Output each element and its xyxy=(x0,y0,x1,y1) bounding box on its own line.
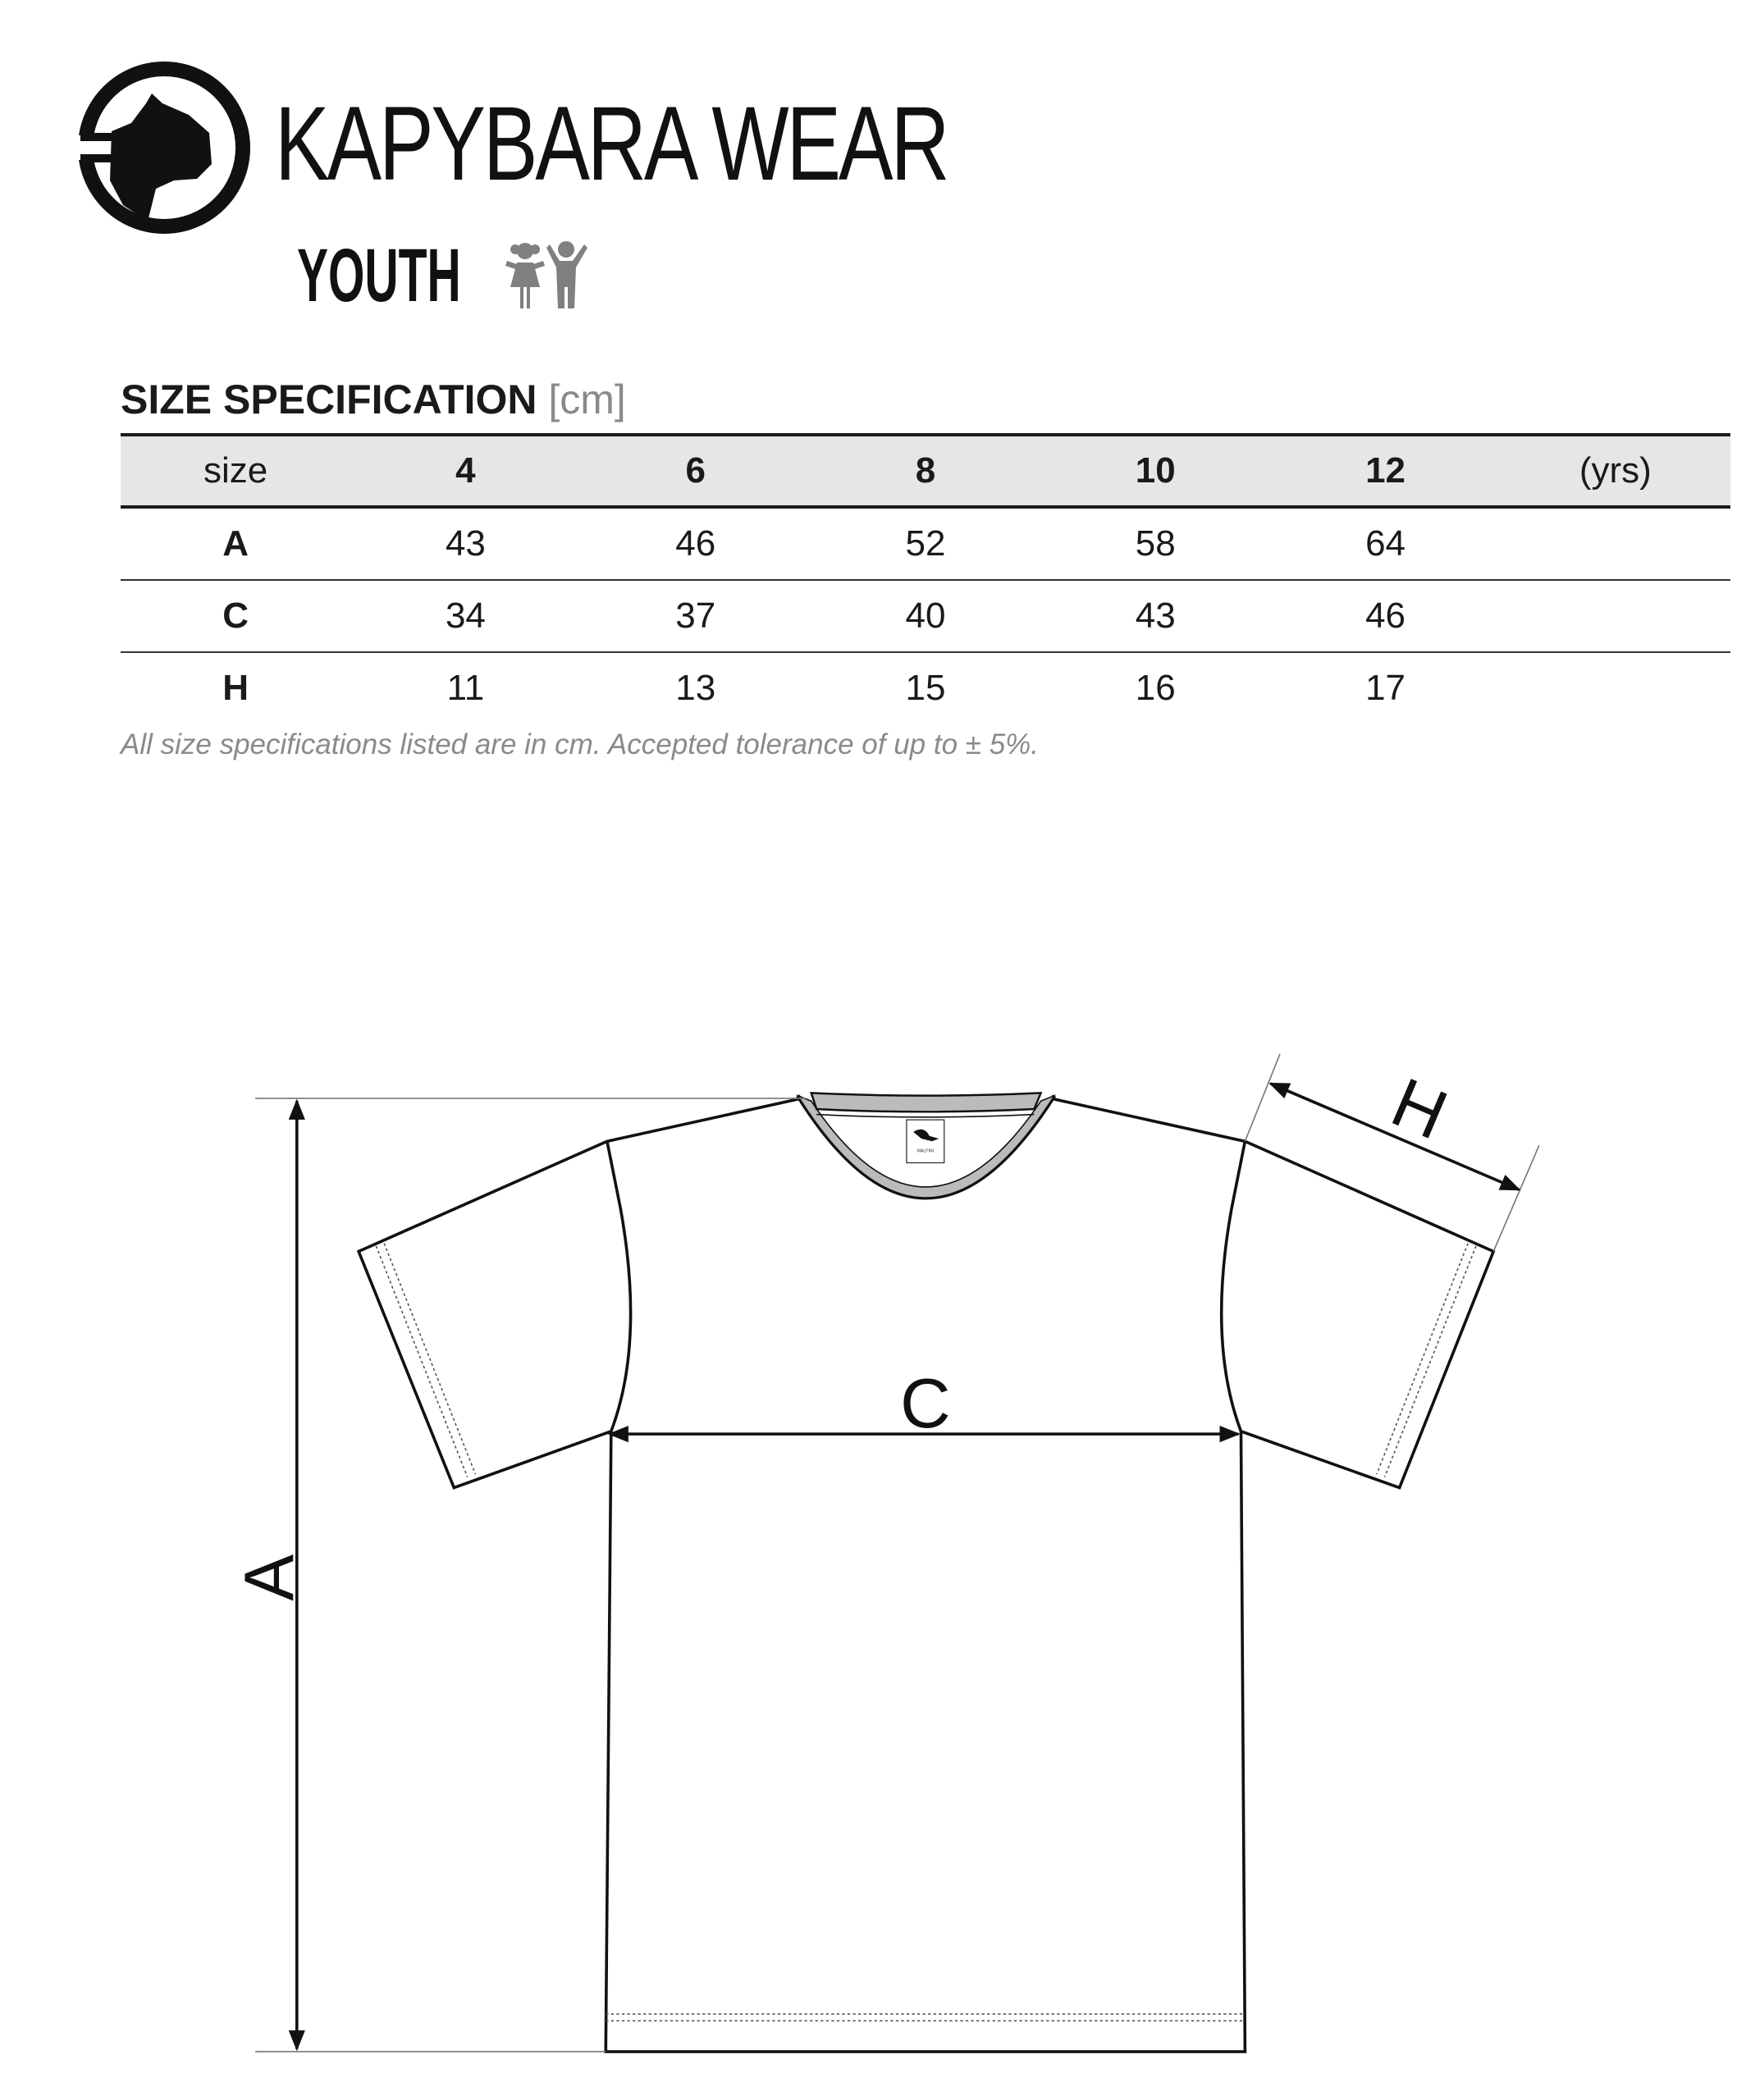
cell: 13 xyxy=(675,668,716,708)
cell: 16 xyxy=(1135,668,1176,708)
tshirt-outline xyxy=(356,1097,1496,2053)
header-size: 8 xyxy=(810,433,1041,509)
table-row: A 43 46 52 58 64 xyxy=(121,507,1730,581)
table-header-row: size 4 6 8 10 12 (yrs) xyxy=(121,433,1730,509)
spec-title-text: SIZE SPECIFICATION xyxy=(121,377,537,422)
neck-label xyxy=(906,1119,945,1164)
extension-lines xyxy=(255,1053,1540,2052)
size-table: size 4 6 8 10 12 (yrs) A 43 46 52 58 64 … xyxy=(121,433,1730,724)
cell-empty xyxy=(1500,580,1730,653)
header-size: 10 xyxy=(1040,433,1271,509)
cell: 64 xyxy=(1270,507,1501,581)
cell: 52 xyxy=(810,507,1041,581)
header-size: 4 xyxy=(350,433,581,509)
dimension-arrows xyxy=(288,1082,1521,2052)
row-label: A xyxy=(121,507,351,581)
cell: 40 xyxy=(810,580,1041,653)
table-row: C 34 37 40 43 46 xyxy=(121,580,1730,653)
header-size: 12 xyxy=(1270,433,1501,509)
header-unit: (yrs) xyxy=(1500,433,1730,509)
neck-label-brand: MALFINI xyxy=(917,1148,935,1153)
cell: 58 xyxy=(1040,507,1271,581)
header-size-label: size xyxy=(121,433,351,509)
cell: 43 xyxy=(1040,580,1271,653)
brand-name: KAPYBARA WEAR xyxy=(275,85,950,203)
row-label: H xyxy=(222,668,249,708)
table-row: H 11 13 15 16 17 xyxy=(121,652,1730,724)
spec-title: SIZE SPECIFICATION [cm] xyxy=(121,376,626,423)
tolerance-note: All size specifications listed are in cm… xyxy=(121,728,1040,760)
spec-unit: [cm] xyxy=(548,377,626,422)
dimension-c-label: C xyxy=(900,1365,950,1443)
cell: 17 xyxy=(1365,668,1406,708)
dimension-a-label: A xyxy=(231,1554,309,1601)
cell: 46 xyxy=(580,507,811,581)
cell: 43 xyxy=(350,507,581,581)
cell: 11 xyxy=(446,668,485,708)
cell: 46 xyxy=(1270,580,1501,653)
dimension-h-label: H xyxy=(1381,1063,1458,1154)
bird-logo-icon xyxy=(913,1129,939,1142)
cell: 15 xyxy=(905,668,946,708)
cell: 37 xyxy=(580,580,811,653)
header-size: 6 xyxy=(580,433,811,509)
cell: 34 xyxy=(350,580,581,653)
youth-label: YOUTH xyxy=(297,234,461,317)
dimension-h-arrow xyxy=(1268,1082,1521,1191)
row-label: C xyxy=(121,580,351,653)
children-icon xyxy=(505,241,587,308)
cell-empty xyxy=(1500,507,1730,581)
stitching xyxy=(375,1243,1477,2022)
capybara-logo-icon xyxy=(74,62,250,234)
collar: MALFINI xyxy=(796,1092,1057,1200)
